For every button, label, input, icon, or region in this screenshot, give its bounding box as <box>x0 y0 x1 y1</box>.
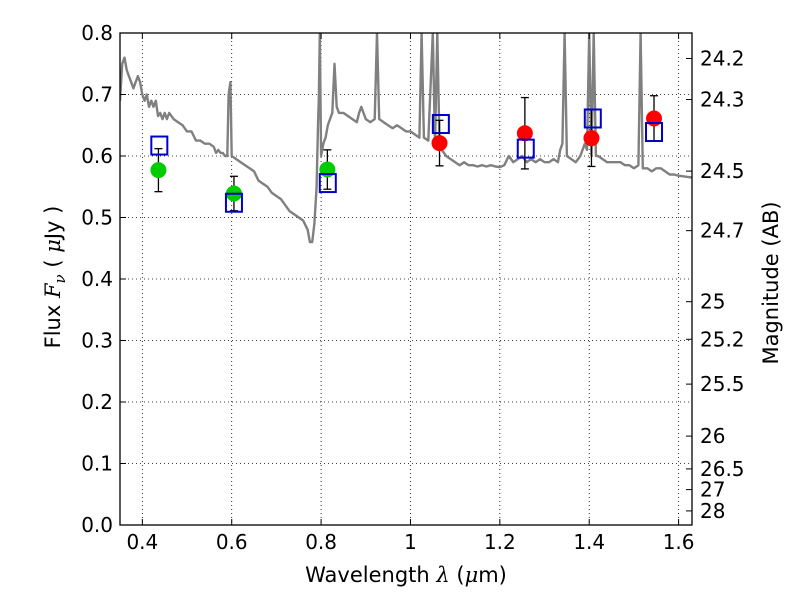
y2-tick-label: 24.3 <box>700 88 745 112</box>
y-tick-label: 0.3 <box>81 329 113 353</box>
data-point <box>646 110 663 127</box>
y-tick-label: 0.8 <box>81 21 113 45</box>
y-tick-label: 0.0 <box>81 513 113 537</box>
y2-tick-label: 25.2 <box>700 327 745 351</box>
model-point <box>645 122 664 143</box>
y2-tick-label: 24.2 <box>700 46 745 70</box>
x-tick-label: 0.4 <box>126 530 158 554</box>
x-tick-label: 1.4 <box>573 530 605 554</box>
y-tick-label: 0.2 <box>81 390 113 414</box>
data-point <box>516 125 533 142</box>
model-point <box>150 135 169 156</box>
x-tick-label: 0.8 <box>305 530 337 554</box>
x-tick-label: 0.6 <box>216 530 248 554</box>
y2-tick-label: 24.7 <box>700 219 745 243</box>
plot-area <box>120 33 692 244</box>
y-tick-label: 0.4 <box>81 267 113 291</box>
y2-axis-label: Magnitude (AB) <box>759 201 783 364</box>
y-tick-label: 0.7 <box>81 83 113 107</box>
x-tick-label: 1.6 <box>663 530 695 554</box>
y-axis-label: Flux Fν ( μJy ) <box>41 206 69 349</box>
plot-frame <box>119 32 693 526</box>
y-tick-label: 0.5 <box>81 206 113 230</box>
data-point <box>150 162 167 179</box>
y-tick-label: 0.6 <box>81 144 113 168</box>
data-point <box>319 161 336 178</box>
model-point <box>431 114 450 135</box>
model-point <box>516 138 535 159</box>
model-point <box>224 192 243 213</box>
x-axis-label: Wavelength λ (μm) <box>305 563 507 587</box>
y2-tick-label: 26.5 <box>700 457 745 481</box>
x-tick-label: 1.2 <box>484 530 516 554</box>
model-point <box>583 108 602 129</box>
y2-tick-label: 27 <box>700 478 725 502</box>
data-point <box>431 135 448 152</box>
data-point <box>583 130 600 147</box>
y2-tick-label: 25 <box>700 290 725 314</box>
x-tick-label: 1 <box>404 530 417 554</box>
grid <box>120 33 692 525</box>
y-tick-label: 0.1 <box>81 452 113 476</box>
y2-tick-label: 24.5 <box>700 159 745 183</box>
y2-tick-label: 25.5 <box>700 372 745 396</box>
model-point <box>318 173 337 194</box>
y2-tick-label: 26 <box>700 424 725 448</box>
y2-tick-label: 28 <box>700 499 725 523</box>
model-spectrum-line <box>120 33 692 244</box>
axis-ticks: 0.4 0.6 0.8 1 1.2 1.4 1.6 0.0 0.1 0.2 0.3 0.4 0.5 0.6… <box>81 21 744 554</box>
